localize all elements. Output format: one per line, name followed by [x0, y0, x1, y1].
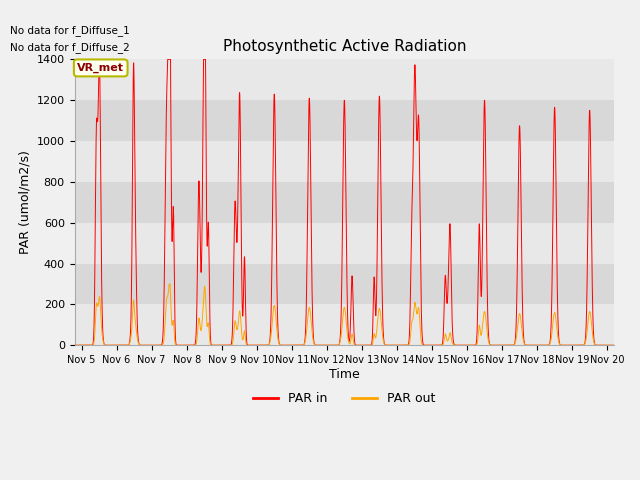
Legend: PAR in, PAR out: PAR in, PAR out [248, 387, 441, 410]
PAR out [165, 281, 173, 287]
Bar [74, 141, 614, 182]
Line: PAR in: PAR in [74, 60, 614, 345]
PAR in [70, 342, 78, 348]
Text: VR_met: VR_met [77, 63, 124, 73]
Bar [74, 182, 614, 223]
PAR in [313, 342, 321, 348]
PAR out [236, 311, 244, 317]
PAR out [541, 342, 549, 348]
PAR out [611, 342, 618, 348]
PAR out [70, 342, 78, 348]
Text: No data for f_Diffuse_2: No data for f_Diffuse_2 [10, 42, 129, 53]
PAR in [211, 342, 218, 348]
Bar [74, 304, 614, 345]
PAR in [236, 123, 244, 129]
Line: PAR out: PAR out [74, 284, 614, 345]
PAR in [476, 238, 484, 243]
PAR in [95, 57, 103, 62]
Title: Photosynthetic Active Radiation: Photosynthetic Active Radiation [223, 39, 466, 54]
Text: No data for f_Diffuse_1: No data for f_Diffuse_1 [10, 25, 129, 36]
Bar [74, 60, 614, 100]
Bar [74, 100, 614, 141]
PAR out [90, 341, 97, 347]
PAR in [611, 342, 618, 348]
PAR in [90, 337, 97, 343]
Bar [74, 264, 614, 304]
PAR out [476, 325, 484, 331]
PAR in [541, 342, 549, 348]
Y-axis label: PAR (umol/m2/s): PAR (umol/m2/s) [18, 150, 31, 254]
PAR out [211, 342, 218, 348]
Bar [74, 223, 614, 264]
X-axis label: Time: Time [329, 368, 360, 381]
PAR out [313, 342, 321, 348]
